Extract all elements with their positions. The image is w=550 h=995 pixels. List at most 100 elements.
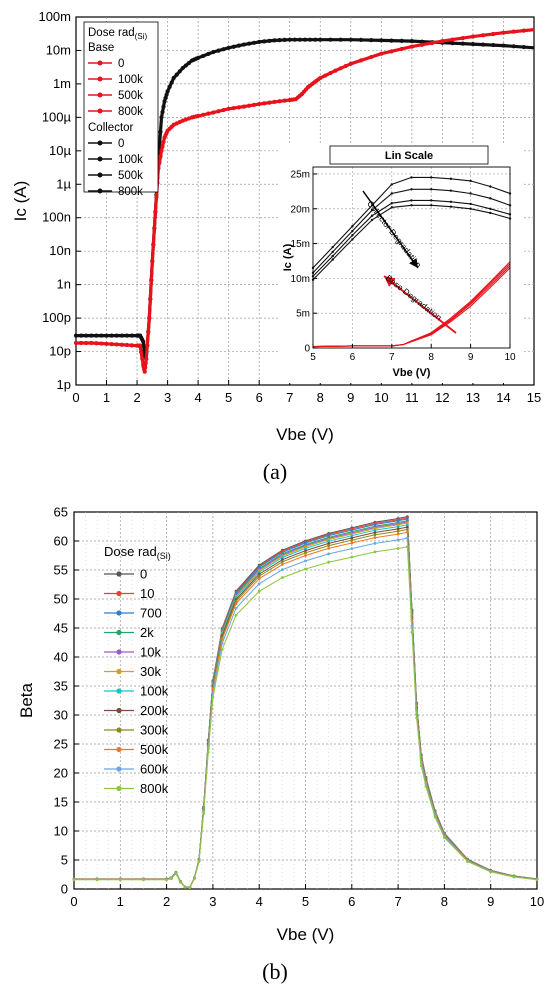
inset-x-tick-label: 7 [389,352,395,363]
data-point-base [511,29,516,34]
y-tick-label: 55 [54,563,68,578]
plot-b-legend-items: 0 10 700 2k 10k 30k 100k 200k 300k 500k 600k 800k [104,567,169,796]
data-point-600k [304,559,307,563]
data-point-collector [287,37,292,42]
x-tick-label: 0 [72,390,79,405]
legend-entry-label: 10 [140,586,154,601]
y-tick-label: 1m [53,76,71,91]
inset-collector-point [390,206,393,209]
data-point-200k [257,572,261,576]
legend-marker [116,766,122,772]
inset-collector-point [489,185,492,188]
data-point-collector [302,37,308,42]
data-point-base [119,342,124,347]
panel-a-caption: (a) [263,459,287,484]
data-point-base [143,361,148,366]
data-point-base [440,39,445,44]
data-point-800k [419,764,423,768]
data-point-800k [211,695,215,699]
data-point-collector [160,109,165,115]
data-point-base [142,369,147,374]
data-point-200k [350,536,354,540]
data-point-100k [350,534,354,538]
data-point-base [145,343,150,348]
data-point-base [216,109,221,114]
data-point-collector [511,44,516,49]
data-point-800k [206,750,210,754]
data-point-base [114,342,119,347]
y-tick-label: 45 [54,621,68,636]
data-point-collector [109,333,114,338]
data-point-base [146,329,151,334]
legend-entry-label: 10k [140,645,161,660]
inset-collector-point [489,211,492,215]
y-tick-label: 100µ [42,109,72,124]
x-tick-label: 7 [286,390,293,405]
legend-entry-label: 800k [140,781,169,796]
inset-collector-point [430,176,433,179]
data-point-base [450,37,455,42]
data-point-base [201,112,206,117]
legend-marker [116,668,122,675]
inset-collector-point [351,229,354,233]
inset-ticks: 5 6 7 8 9 10 0 5m 10m 15m 20m 25m [291,169,516,363]
data-point-collector [246,41,252,46]
data-point-collector [277,38,282,43]
plot-a-inset: Lin Scale 5 6 7 8 9 10 0 5m 10m 15m 20m 25m Vbe (V)… [280,145,524,383]
y-tick-label: 40 [54,650,68,665]
data-point-base [221,107,226,113]
inset-y-tick-label: 0 [304,344,310,355]
data-point-collector [165,89,170,94]
data-point-base [501,30,506,35]
data-point-base [333,68,338,73]
data-point-base [129,343,135,348]
inset-collector-point [370,208,374,212]
legend-group-label: Base [88,42,114,54]
legend-marker [97,140,103,146]
data-point-collector [338,37,343,42]
data-point-base [277,99,282,104]
data-point-collector [236,43,241,48]
inset-collector-point [449,177,453,181]
data-point-collector [282,37,287,43]
plot-b-legend-title: Dose rad(Si) [104,544,171,561]
data-point-collector [201,53,206,59]
data-point-base [323,73,328,78]
x-tick-label: 5 [302,894,309,909]
data-point-300k [405,528,409,531]
inset-y-axis-label: Ic (A) [282,243,294,271]
data-point-800k [373,550,377,554]
legend-marker [97,172,103,178]
data-point-800k [443,836,446,840]
data-point-base [73,340,79,346]
data-point-collector [157,144,162,149]
data-point-collector [297,37,303,42]
inset-grid [313,167,510,348]
data-point-collector [292,37,297,42]
inset-collector-point [331,258,334,261]
data-point-base [140,356,145,361]
data-point-collector [104,333,109,338]
data-point-collector [389,38,394,43]
inset-collector-point [331,254,334,258]
data-point-base [257,101,262,107]
inset-collector-point [469,192,472,195]
legend-marker [97,108,103,114]
data-point-800k [489,870,493,874]
x-tick-label: 0 [70,894,77,909]
data-point-collector [119,333,124,338]
inset-series [311,176,512,348]
inset-collector-point [469,202,472,206]
data-point-base [89,340,94,346]
data-point-collector [257,39,262,45]
data-point-collector [216,48,221,53]
y-tick-label: 35 [54,679,68,694]
legend-entry-label: 100k [118,154,143,166]
data-point-800k [512,875,516,879]
data-point-collector [501,43,506,48]
data-point-800k [327,560,331,564]
legend-entry-label: 500k [118,90,143,102]
data-point-collector [141,339,146,344]
x-tick-label: 13 [466,390,480,405]
data-point-base [157,160,162,165]
